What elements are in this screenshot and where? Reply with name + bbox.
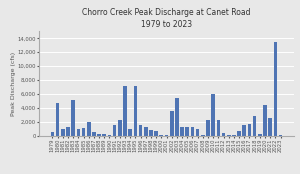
Bar <box>123 86 127 136</box>
Bar <box>232 135 236 136</box>
Bar <box>144 127 148 136</box>
Bar <box>87 122 91 136</box>
Bar <box>139 125 142 136</box>
Bar <box>61 129 64 136</box>
Bar <box>56 103 59 136</box>
Bar <box>190 127 194 136</box>
Bar <box>217 120 220 136</box>
Bar <box>185 127 189 136</box>
Bar <box>279 135 282 136</box>
Bar <box>51 132 54 136</box>
Bar <box>206 120 210 136</box>
Bar <box>258 134 262 136</box>
Bar <box>165 135 168 136</box>
Bar <box>71 100 75 136</box>
Bar <box>103 134 106 136</box>
Bar <box>248 124 251 136</box>
Bar <box>66 127 70 136</box>
Bar <box>82 128 85 136</box>
Bar <box>274 42 277 136</box>
Y-axis label: Peak Discharge (cfs): Peak Discharge (cfs) <box>11 52 16 116</box>
Bar <box>97 134 101 136</box>
Bar <box>196 129 200 136</box>
Bar <box>134 86 137 136</box>
Bar <box>242 125 246 136</box>
Bar <box>263 105 267 136</box>
Bar <box>118 120 122 136</box>
Bar <box>160 135 163 136</box>
Bar <box>149 130 153 136</box>
Bar <box>268 118 272 136</box>
Bar <box>237 131 241 136</box>
Bar <box>180 127 184 136</box>
Bar <box>76 129 80 136</box>
Bar <box>92 132 96 136</box>
Title: Chorro Creek Peak Discharge at Canet Road
1979 to 2023: Chorro Creek Peak Discharge at Canet Roa… <box>82 8 251 29</box>
Bar <box>154 131 158 136</box>
Bar <box>227 135 230 136</box>
Bar <box>170 111 173 136</box>
Bar <box>253 116 256 136</box>
Bar <box>175 98 179 136</box>
Bar <box>201 135 205 136</box>
Bar <box>108 135 111 136</box>
Bar <box>113 125 116 136</box>
Bar <box>212 94 215 136</box>
Bar <box>128 129 132 136</box>
Bar <box>222 133 225 136</box>
